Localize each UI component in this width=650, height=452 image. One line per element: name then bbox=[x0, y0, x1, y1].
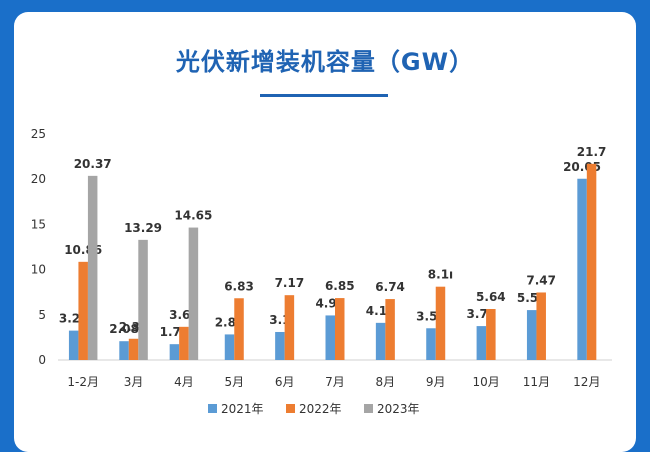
data-label: 20.37 bbox=[74, 157, 112, 171]
bar-chart: 05101520253.2510.8620.371-2月2.082.3513.2… bbox=[31, 127, 612, 416]
bar-2022年-3月 bbox=[128, 338, 139, 360]
y-tick-label: 15 bbox=[31, 217, 46, 231]
data-label: 13.29 bbox=[124, 221, 162, 235]
bar-2021年-1-2月 bbox=[68, 330, 79, 360]
legend-label: 2022年 bbox=[299, 402, 342, 416]
x-tick-label: 6月 bbox=[275, 375, 295, 389]
x-tick-label: 8月 bbox=[376, 375, 396, 389]
x-tick-label: 1-2月 bbox=[67, 375, 99, 389]
bar-2022年-7月 bbox=[335, 298, 345, 360]
bar-2022年-8月 bbox=[385, 299, 395, 360]
data-label: 6.85 bbox=[325, 279, 355, 293]
y-tick-label: 0 bbox=[38, 353, 46, 367]
bar-2021年-5月 bbox=[224, 334, 235, 360]
x-tick-label: 9月 bbox=[426, 375, 446, 389]
bar-2021年-12月 bbox=[577, 178, 587, 360]
bar-2022年-1-2月 bbox=[78, 261, 88, 360]
data-label: 14.65 bbox=[174, 209, 212, 223]
legend-swatch-2022年 bbox=[286, 404, 295, 413]
bar-2022年-5月 bbox=[234, 298, 244, 360]
y-tick-label: 5 bbox=[38, 308, 46, 322]
bar-2021年-6月 bbox=[275, 331, 285, 360]
legend-swatch-2021年 bbox=[208, 404, 217, 413]
data-label: 21.7 bbox=[577, 145, 607, 159]
bar-2022年-4月 bbox=[179, 326, 189, 360]
bar-2021年-4月 bbox=[169, 344, 180, 360]
x-tick-label: 10月 bbox=[472, 375, 499, 389]
bar-2021年-7月 bbox=[325, 315, 335, 360]
x-tick-label: 4月 bbox=[174, 375, 194, 389]
y-tick-label: 20 bbox=[31, 172, 46, 186]
legend-label: 2023年 bbox=[377, 402, 420, 416]
data-label: 7.47 bbox=[526, 273, 556, 287]
chart-card bbox=[14, 12, 636, 452]
bar-2023年-3月 bbox=[138, 239, 148, 360]
bar-2022年-12月 bbox=[586, 163, 597, 360]
bar-2023年-1-2月 bbox=[87, 175, 98, 360]
data-label: 7.17 bbox=[275, 276, 305, 290]
bar-2022年-9月 bbox=[435, 286, 446, 360]
legend-swatch-2023年 bbox=[364, 404, 373, 413]
data-label: 8.1ı bbox=[428, 268, 453, 282]
y-tick-label: 10 bbox=[31, 263, 46, 277]
x-tick-label: 5月 bbox=[224, 375, 244, 389]
bar-2021年-9月 bbox=[426, 328, 436, 360]
x-tick-label: 7月 bbox=[325, 375, 345, 389]
bar-2021年-10月 bbox=[476, 326, 487, 360]
data-label: 2.08 bbox=[109, 322, 139, 336]
x-tick-label: 12月 bbox=[573, 375, 600, 389]
legend-label: 2021年 bbox=[221, 402, 264, 416]
title-underline bbox=[260, 94, 388, 97]
x-tick-label: 11月 bbox=[523, 375, 550, 389]
data-label: 5.64 bbox=[476, 290, 506, 304]
data-label: 6.83 bbox=[224, 279, 254, 293]
y-tick-label: 25 bbox=[31, 127, 46, 141]
bar-2022年-6月 bbox=[284, 295, 295, 360]
bar-2022年-11月 bbox=[536, 292, 546, 360]
bar-2021年-11月 bbox=[526, 310, 537, 360]
bar-2022年-10月 bbox=[486, 309, 496, 360]
bar-2023年-4月 bbox=[188, 227, 199, 360]
bar-2021年-8月 bbox=[375, 322, 386, 360]
bar-2021年-3月 bbox=[119, 341, 129, 360]
chart-title: 光伏新增装机容量（GW） bbox=[175, 48, 475, 76]
x-tick-label: 3月 bbox=[124, 375, 144, 389]
data-label: 6.74 bbox=[375, 280, 405, 294]
